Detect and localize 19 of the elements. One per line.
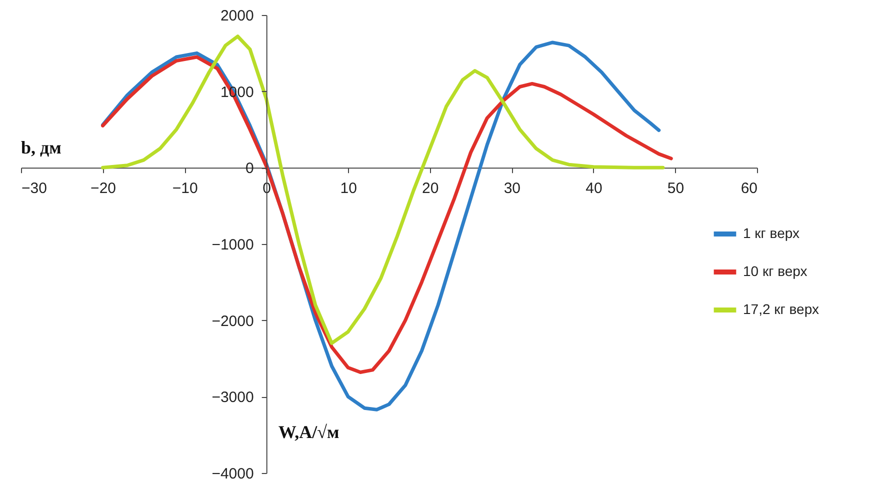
y-tick-label: −3000: [212, 389, 254, 406]
x-tick-label: 20: [422, 180, 439, 198]
y-tick-label: −2000: [212, 312, 254, 330]
y-tick-label: −4000: [212, 466, 254, 482]
y-axis-title: b, дм: [21, 138, 62, 158]
y-tick-label: 2000: [220, 8, 254, 24]
x-tick-label: −10: [172, 180, 198, 198]
x-axis-title: W,A/√м: [278, 422, 340, 442]
x-tick-label: 10: [340, 180, 357, 198]
x-tick-label: 40: [586, 180, 602, 198]
y-tick-label: −1000: [212, 236, 254, 254]
x-tick-label: 30: [504, 180, 521, 198]
x-tick-label: −20: [90, 180, 116, 198]
legend-label: 17,2 кг верх: [743, 301, 819, 317]
legend-label: 1 кг верх: [743, 225, 800, 241]
x-tick-label: −30: [22, 180, 47, 198]
x-tick-label: 60: [740, 180, 758, 198]
x-tick-label: 50: [667, 180, 684, 198]
legend-label: 10 кг верх: [743, 263, 808, 279]
